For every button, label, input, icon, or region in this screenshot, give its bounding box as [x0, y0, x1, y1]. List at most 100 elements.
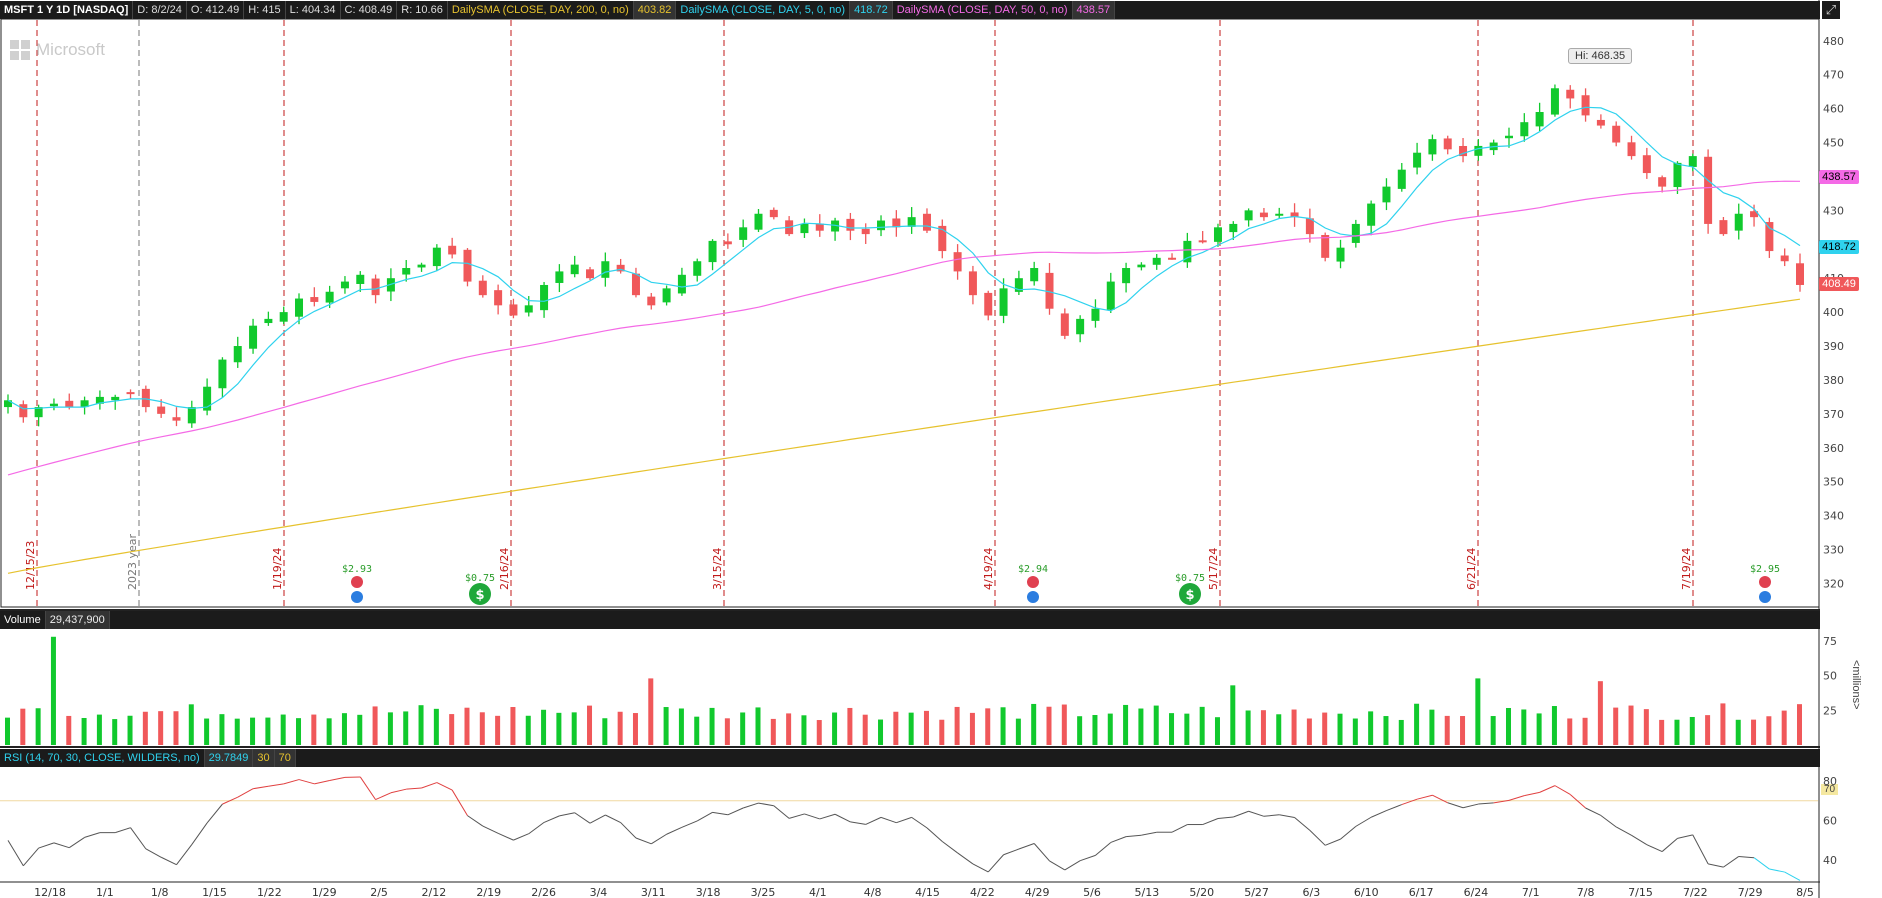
time-tick-label: 12/18 — [34, 886, 66, 898]
rsi-line-segment — [359, 776, 377, 800]
time-tick-label: 4/1 — [809, 886, 827, 898]
candle-up — [1336, 247, 1345, 262]
volume-bar — [862, 714, 868, 745]
rsi-tick-label: 80 — [1823, 775, 1837, 788]
rsi-line-segment — [1600, 815, 1617, 828]
candle-down — [769, 209, 778, 218]
sma5-label[interactable]: DailySMA (CLOSE, DAY, 5, 0, no) — [676, 1, 851, 19]
volume-bar — [1628, 705, 1634, 745]
rsi-line-segment — [1294, 817, 1311, 831]
symbol-label[interactable]: MSFT 1 Y 1D [NASDAQ] — [0, 1, 134, 19]
candle-up — [1382, 186, 1391, 203]
candle-up — [1413, 152, 1422, 168]
volume-bar — [1245, 710, 1251, 745]
sma50-label[interactable]: DailySMA (CLOSE, DAY, 50, 0, no) — [893, 1, 1073, 19]
candle-up — [1428, 139, 1437, 155]
candle-down — [1198, 240, 1207, 243]
rsi-tick-label: 40 — [1823, 854, 1837, 867]
rsi-line-segment — [972, 863, 989, 873]
candle-up — [187, 407, 196, 424]
rsi-line-segment — [467, 815, 484, 827]
time-tick-label: 7/15 — [1628, 886, 1653, 898]
time-tick-label: 1/22 — [257, 886, 282, 898]
rsi-line-segment — [605, 814, 621, 823]
time-tick-label: 6/3 — [1303, 886, 1321, 898]
candle-down — [922, 213, 931, 231]
volume-bar — [188, 704, 194, 745]
time-tick-label: 3/4 — [590, 886, 608, 898]
rsi-line-segment — [957, 852, 974, 865]
candle-down — [1459, 145, 1468, 157]
volume-bar — [1199, 706, 1205, 745]
volume-bar — [1475, 678, 1481, 745]
time-tick-label: 7/8 — [1577, 886, 1595, 898]
volume-bar — [1077, 716, 1083, 745]
rsi-line-segment — [1325, 838, 1341, 846]
candle-down — [172, 417, 181, 421]
volume-bar — [617, 711, 623, 745]
volume-bar — [20, 708, 26, 745]
collapse-chart-icon[interactable]: ⤢ — [1822, 1, 1840, 19]
time-tick-label: 6/10 — [1354, 886, 1379, 898]
candle-up — [524, 305, 533, 313]
volume-bar — [770, 718, 776, 745]
candle-up — [1106, 281, 1115, 310]
rsi-line-segment — [743, 802, 759, 809]
candle-down — [846, 218, 855, 231]
rsi-line-segment — [115, 827, 131, 834]
time-tick-label: 3/11 — [641, 886, 666, 898]
candle-up — [1244, 210, 1253, 221]
time-tick-label: 6/24 — [1464, 886, 1489, 898]
event-note-label: $0.75 — [1175, 573, 1205, 584]
rsi-line-segment — [589, 814, 606, 824]
rsi-line-segment — [1462, 803, 1479, 809]
candle-down — [141, 388, 150, 408]
rsi-tick-label: 60 — [1823, 815, 1837, 828]
rsi-line-segment — [1079, 854, 1096, 862]
rsi-line-segment — [1279, 814, 1295, 818]
rsi-line-segment — [130, 827, 147, 850]
rsi-line-segment — [38, 842, 55, 849]
earnings-icon — [351, 576, 363, 588]
candle-up — [1673, 162, 1682, 188]
rsi-line-segment — [497, 832, 514, 841]
time-tick-label: 1/1 — [96, 886, 114, 898]
candle-up — [540, 284, 549, 311]
rsi-line-segment — [1738, 855, 1755, 859]
rsi-line-segment — [1401, 798, 1418, 806]
volume-bar — [495, 715, 501, 745]
candle-up — [1504, 135, 1513, 139]
candle-down — [815, 223, 824, 231]
event-label: 2/16/24 — [498, 548, 511, 590]
volume-bar — [326, 718, 332, 745]
volume-bar — [403, 711, 409, 745]
candle-down — [1765, 222, 1774, 252]
rsi-line-segment — [1569, 794, 1586, 809]
volume-label[interactable]: Volume — [0, 611, 46, 629]
volume-bar — [893, 711, 899, 745]
rsi-line-segment — [1753, 857, 1770, 870]
volume-bar — [1031, 703, 1037, 745]
sma200-label[interactable]: DailySMA (CLOSE, DAY, 200, 0, no) — [448, 1, 634, 19]
candle-up — [1229, 223, 1238, 233]
candle-up — [218, 359, 227, 389]
price-tick-label: 370 — [1823, 408, 1844, 421]
candle-down — [953, 252, 962, 272]
candle-down — [1596, 119, 1605, 126]
volume-bar — [265, 717, 271, 745]
volume-bar — [1414, 703, 1420, 745]
rsi-line-segment — [68, 836, 85, 849]
rsi-line-segment — [268, 783, 284, 787]
volume-bar — [204, 718, 210, 745]
rsi-label[interactable]: RSI (14, 70, 30, CLOSE, WILDERS, no) — [0, 749, 205, 767]
volume-bar — [525, 715, 531, 745]
event-label: 1/19/24 — [271, 548, 284, 590]
candle-up — [662, 288, 671, 303]
candle-up — [693, 261, 702, 276]
rsi-line-segment — [1508, 795, 1525, 801]
time-tick-label: 2/5 — [370, 886, 388, 898]
rsi-line-segment — [1416, 794, 1433, 800]
price-tick-label: 450 — [1823, 137, 1844, 150]
volume-bar — [908, 712, 914, 745]
rsi-line-segment — [1064, 860, 1081, 871]
